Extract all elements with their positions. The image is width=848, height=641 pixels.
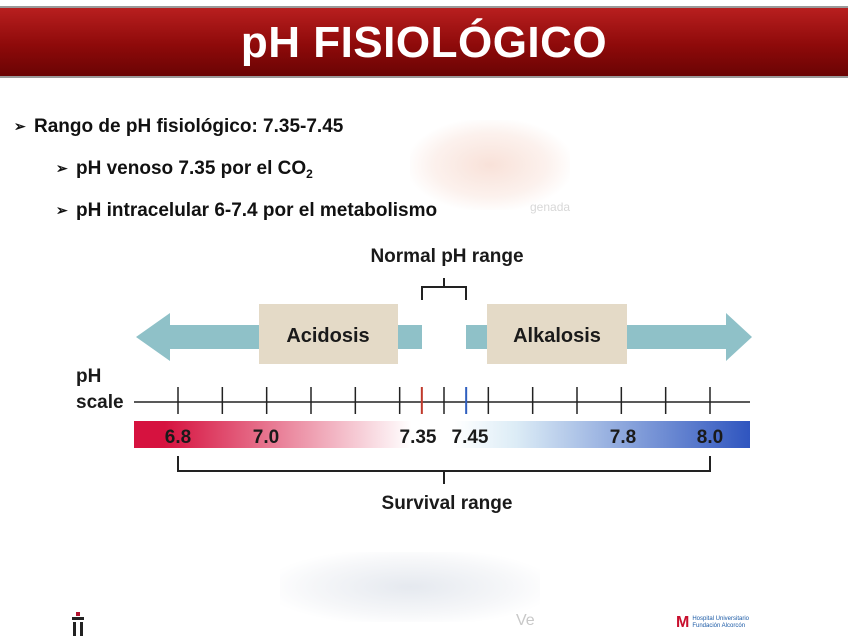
normal-range-bracket bbox=[421, 278, 467, 300]
ph-scale-label-line1: pH bbox=[76, 366, 101, 387]
bullet-main: ➢ Rango de pH fisiológico: 7.35-7.45 bbox=[14, 116, 343, 138]
faded-background-illustration bbox=[410, 120, 570, 210]
bullet-arrow-icon: ➢ bbox=[56, 202, 68, 218]
ph-scale-label-line2: scale bbox=[76, 392, 124, 413]
bullet-venous-subscript: 2 bbox=[306, 167, 313, 181]
tick-label-7-45: 7.45 bbox=[452, 427, 489, 448]
alkalosis-label: Alkalosis bbox=[513, 325, 601, 347]
tick-label-8-0: 8.0 bbox=[697, 427, 723, 448]
bullet-intracellular-text: pH intracelular 6-7.4 por el metabolismo bbox=[76, 200, 438, 221]
ph-gradient-bar bbox=[134, 421, 750, 448]
bullet-venous-text: pH venoso 7.35 por el CO bbox=[76, 158, 307, 179]
survival-range-bracket bbox=[177, 456, 711, 484]
normal-range-label: Normal pH range bbox=[370, 246, 523, 267]
hospital-logo-text: Hospital Universitario Fundación Alcorcó… bbox=[692, 616, 749, 630]
bullet-arrow-icon: ➢ bbox=[14, 118, 26, 134]
page-title: pH FISIOLÓGICO bbox=[240, 18, 608, 67]
faded-background-text: genada bbox=[530, 200, 571, 214]
hospital-logo-line1: Hospital Universitario bbox=[692, 616, 750, 622]
faded-background-text-bottom: Ve bbox=[516, 612, 535, 629]
bullet-venous: ➢ pH venoso 7.35 por el CO2 bbox=[56, 158, 313, 181]
tick-label-7-8: 7.8 bbox=[610, 427, 636, 448]
ph-scale-ticks bbox=[177, 387, 711, 414]
survival-range-label: Survival range bbox=[382, 493, 513, 514]
hospital-logo-line2: Fundación Alcorcón bbox=[692, 623, 746, 629]
acidosis-label: Acidosis bbox=[286, 325, 369, 347]
bullet-intracellular: ➢ pH intracelular 6-7.4 por el metabolism… bbox=[56, 200, 437, 222]
university-crest-logo bbox=[70, 612, 86, 636]
tick-label-6-8: 6.8 bbox=[165, 427, 191, 448]
hospital-logo-mark: M bbox=[676, 614, 689, 631]
alkalosis-box bbox=[487, 304, 627, 364]
hospital-logo: M Hospital Universitario Fundación Alcor… bbox=[676, 612, 749, 634]
title-banner: pH FISIOLÓGICO bbox=[0, 6, 848, 78]
acidosis-box bbox=[259, 304, 398, 364]
faded-vessel-illustration bbox=[280, 552, 540, 622]
bullet-main-text: Rango de pH fisiológico: 7.35-7.45 bbox=[34, 116, 344, 137]
tick-label-7-0: 7.0 bbox=[253, 427, 279, 448]
tick-label-7-35: 7.35 bbox=[400, 427, 437, 448]
bullet-arrow-icon: ➢ bbox=[56, 160, 68, 176]
